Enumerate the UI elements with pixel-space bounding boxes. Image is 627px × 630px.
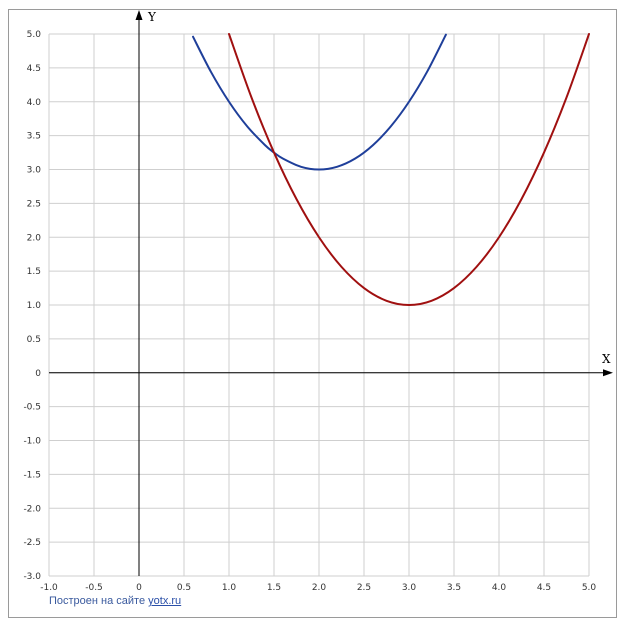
- x-axis-label: X: [602, 352, 611, 366]
- x-tick-label: 3.0: [402, 583, 417, 593]
- y-tick-label: 3.0: [27, 166, 42, 176]
- x-tick-label: 2.0: [312, 583, 327, 593]
- y-axis-arrow: [135, 10, 143, 20]
- y-tick-label: 2.5: [27, 199, 41, 209]
- y-tick-label: -0.5: [23, 403, 41, 413]
- y-tick-label: -2.0: [23, 504, 41, 514]
- x-axis-arrow: [603, 369, 613, 377]
- y-tick-label: -3.0: [23, 572, 41, 582]
- x-tick-label: 0.5: [177, 583, 191, 593]
- y-tick-label: 1.0: [27, 301, 42, 311]
- y-tick-label: -2.5: [23, 538, 41, 548]
- footer-text: Построен на сайте: [49, 595, 146, 607]
- x-tick-label: -0.5: [85, 583, 103, 593]
- y-tick-label: 0.5: [27, 335, 41, 345]
- tick-labels: -1.0 -0.5 0 0.5 1.0 1.5 2.0 2.5 3.0 3.5 4.0 4.5 5.0 5…: [23, 30, 596, 593]
- x-tick-label: 4.5: [537, 583, 551, 593]
- plot-area: [192, 33, 590, 306]
- axes: YX: [49, 10, 613, 576]
- y-tick-label: 0: [35, 369, 41, 379]
- grid: [48, 33, 590, 577]
- x-tick-label: 3.5: [447, 583, 461, 593]
- y-axis-label: Y: [147, 10, 157, 24]
- y-tick-label: 4.5: [27, 64, 41, 74]
- x-tick-label: 2.5: [357, 583, 371, 593]
- series-line-1: [192, 33, 447, 171]
- y-tick-label: -1.5: [23, 470, 41, 480]
- y-tick-label: 4.0: [27, 98, 42, 108]
- y-tick-label: -1.0: [23, 437, 41, 447]
- x-tick-label: 0: [136, 583, 142, 593]
- x-tick-label: 5.0: [582, 583, 597, 593]
- footer: Построен на сайте yotx.ru: [49, 595, 181, 607]
- y-tick-label: 1.5: [27, 267, 41, 277]
- y-tick-label: 2.0: [27, 233, 42, 243]
- y-tick-label: 3.5: [27, 132, 41, 142]
- footer-link[interactable]: yotx.ru: [148, 595, 182, 607]
- y-tick-label: 5.0: [27, 30, 42, 40]
- x-tick-label: 1.5: [267, 583, 281, 593]
- chart-frame: [8, 9, 617, 618]
- series-line-2: [228, 33, 590, 306]
- x-tick-label: 1.0: [222, 583, 237, 593]
- x-tick-label: 4.0: [492, 583, 507, 593]
- x-tick-label: -1.0: [40, 583, 58, 593]
